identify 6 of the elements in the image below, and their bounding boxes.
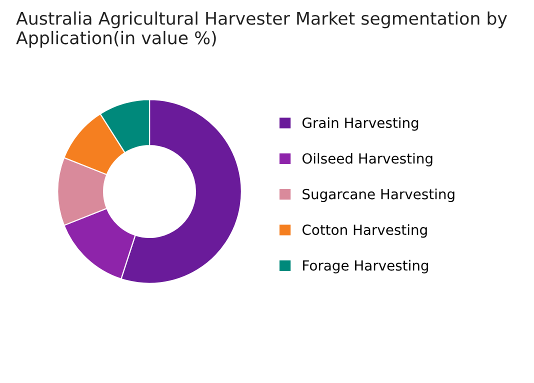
legend-label: Sugarcane Harvesting: [302, 188, 454, 202]
legend-label: Oilseed Harvesting: [302, 152, 432, 166]
chart-title: Australia Agricultural Harvester Market segmentation by Application(in value %): [16, 11, 507, 48]
legend-label: Forage Harvesting: [303, 260, 428, 274]
legend-label: Grain Harvesting: [302, 117, 418, 131]
legend-label: Cotton Harvesting: [302, 224, 427, 238]
